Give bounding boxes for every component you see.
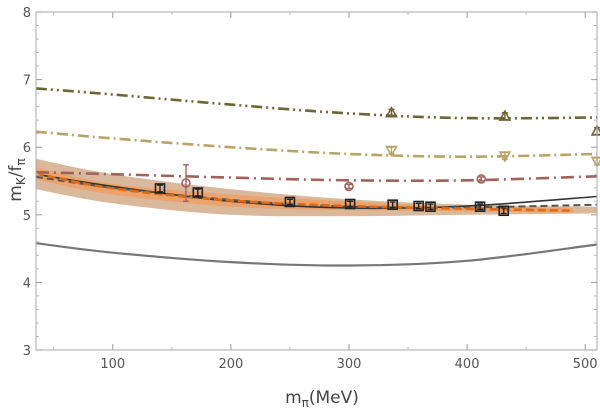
y-tick-label-2: 5 [23,209,31,224]
series-line-3 [35,173,598,210]
points-layer [154,106,600,217]
y-axis-label-sub1: K [14,176,28,185]
x-axis-label-main: m [285,388,302,408]
marker-triangle-down [498,151,512,163]
series-layer [35,87,598,267]
marker-square [284,196,296,208]
series-line-5 [35,172,574,212]
series-line-6 [35,242,598,267]
plot-frame [35,11,598,351]
x-tick-label-3: 400 [455,357,480,372]
y-tick-label-1: 4 [23,276,31,291]
data-point-4-0 [385,106,398,118]
marker-square [387,199,398,210]
data-point-0-5 [413,200,424,212]
data-point-2-0 [344,181,354,192]
marker-circle [181,178,191,188]
data-point-1-0 [181,164,191,202]
marker-square [413,200,424,212]
marker-circle [344,181,354,192]
data-point-0-3 [344,198,356,210]
data-point-2-1 [476,174,487,184]
data-point-0-2 [284,196,296,208]
data-point-4-1 [498,109,512,121]
data-point-0-4 [387,199,398,210]
data-point-3-0 [385,145,398,158]
x-axis-label: mπ(MeV) [285,388,359,410]
y-axis-label-sub2: π [14,158,28,165]
y-tick-label-4: 7 [23,74,31,89]
x-axis-label-sub: π [302,396,309,410]
data-point-0-6 [425,201,436,212]
data-point-3-2 [590,156,600,169]
marker-circle [476,174,487,184]
marker-square [425,201,436,212]
y-axis-label-sep: /f [6,165,26,178]
marker-square [498,205,509,217]
marker-square [474,201,486,212]
ticks-layer: 100 200 300 400 500 3 4 5 6 7 8 [23,6,598,372]
x-tick-label-2: 300 [337,357,362,372]
x-tick-label-1: 200 [218,357,243,372]
marker-triangle-up [385,106,398,118]
marker-square [154,183,166,194]
y-tick-label-3: 6 [23,141,31,156]
x-tick-label-4: 500 [573,357,598,372]
series-line-2 [35,170,598,183]
data-point-0-8 [498,205,509,217]
y-tick-label-5: 8 [23,6,31,21]
y-axis-label-main: m [6,185,26,202]
marker-triangle-up [498,109,512,121]
data-point-0-7 [474,201,486,212]
data-point-0-0 [154,183,166,194]
marker-square [344,198,356,210]
y-tick-label-0: 3 [23,344,31,359]
x-axis-label-unit: (MeV) [309,388,359,408]
marker-triangle-down [385,145,398,158]
data-point-0-1 [192,187,204,198]
y-axis-label: mK/fπ [6,158,28,201]
data-point-3-1 [498,151,512,163]
x-tick-label-0: 100 [100,357,125,372]
marker-square [192,187,204,198]
series-line-1 [35,130,598,159]
series-line-0 [35,87,598,120]
